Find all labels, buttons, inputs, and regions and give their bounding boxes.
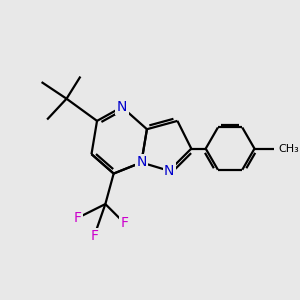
Text: N: N (164, 164, 174, 178)
Text: N: N (136, 155, 147, 170)
Text: F: F (121, 217, 129, 230)
Text: N: N (117, 100, 127, 114)
Text: F: F (74, 211, 82, 225)
Text: F: F (90, 229, 98, 243)
Text: CH₃: CH₃ (279, 144, 299, 154)
